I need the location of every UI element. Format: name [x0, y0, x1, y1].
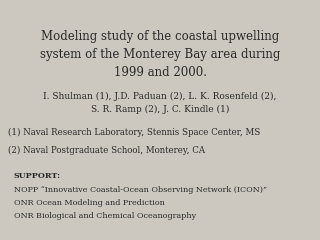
Text: Modeling study of the coastal upwelling
system of the Monterey Bay area during
1: Modeling study of the coastal upwelling … [40, 30, 280, 79]
Text: ONR Ocean Modeling and Prediction: ONR Ocean Modeling and Prediction [14, 199, 165, 207]
Text: (2) Naval Postgraduate School, Monterey, CA: (2) Naval Postgraduate School, Monterey,… [8, 146, 205, 155]
Text: I. Shulman (1), J.D. Paduan (2), L. K. Rosenfeld (2),
S. R. Ramp (2), J. C. Kind: I. Shulman (1), J.D. Paduan (2), L. K. R… [43, 92, 277, 114]
Text: SUPPORT:: SUPPORT: [14, 172, 61, 180]
Text: (1) Naval Research Laboratory, Stennis Space Center, MS: (1) Naval Research Laboratory, Stennis S… [8, 128, 260, 137]
Text: NOPP “Innovative Coastal-Ocean Observing Network (ICON)”: NOPP “Innovative Coastal-Ocean Observing… [14, 186, 267, 194]
Text: ONR Biological and Chemical Oceanography: ONR Biological and Chemical Oceanography [14, 212, 196, 220]
